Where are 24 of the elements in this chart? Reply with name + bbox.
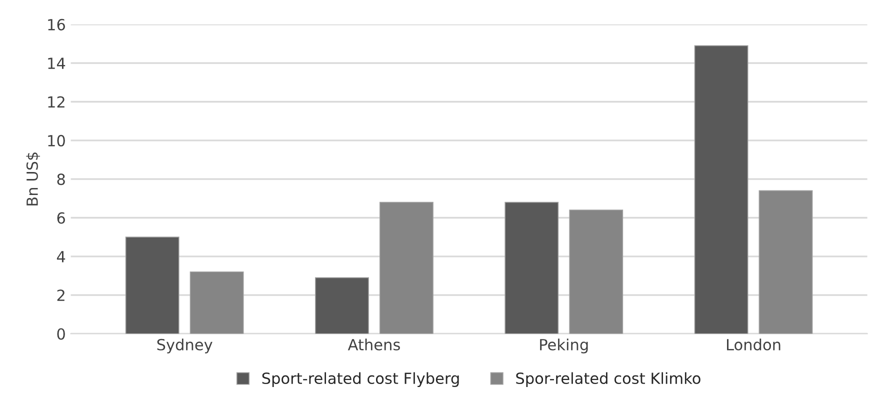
bar [315, 277, 369, 334]
bar [125, 236, 180, 334]
y-tick-label: 12 [48, 96, 64, 108]
legend-label: Spor-related cost Klimko [516, 372, 700, 388]
x-tick-label: Athens [348, 338, 400, 350]
y-tick-label: 0 [57, 328, 65, 340]
y-tick-label: 2 [57, 290, 64, 301]
y-tick-label: 8 [57, 174, 65, 186]
y-tick-label: 4 [56, 251, 66, 262]
y-axis-title: Bn US$ [26, 152, 40, 206]
bar [190, 271, 244, 334]
x-tick-label: Peking [540, 338, 588, 354]
y-tick-label: 14 [48, 58, 66, 69]
y-tick-label: 16 [48, 18, 65, 30]
x-tick-label: London [727, 338, 780, 350]
x-tick-label: Sydney [157, 338, 212, 354]
bar [569, 210, 624, 334]
y-tick-label: 10 [48, 134, 65, 146]
bar [758, 190, 813, 334]
y-tick-label: 6 [57, 212, 65, 224]
bar [694, 45, 748, 334]
legend-label: Sport-related cost Flyberg [262, 372, 459, 388]
bar [504, 202, 559, 334]
bar [380, 202, 434, 334]
